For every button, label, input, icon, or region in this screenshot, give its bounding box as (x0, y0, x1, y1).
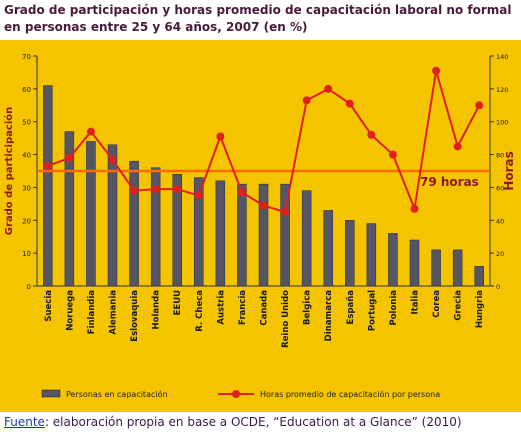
x-tick-label: Polonia (389, 290, 399, 326)
line-point (432, 66, 441, 75)
line-point (173, 185, 182, 194)
y2-tick-label: 80 (496, 152, 504, 160)
y2-tick-label: 0 (496, 283, 500, 291)
x-tick-label: Noruega (65, 290, 75, 331)
line-point (108, 155, 117, 164)
source-text: : elaboración propia en base a OCDE, “Ed… (44, 415, 462, 429)
x-tick-label: Italia (411, 290, 421, 315)
x-tick-label: España (346, 290, 356, 325)
bar (431, 249, 441, 287)
y-tick-label: 30 (22, 184, 31, 192)
y-tick-label: 40 (22, 152, 31, 160)
y-axis-title: Grado de participación (3, 107, 15, 235)
y2-tick-label: 100 (496, 119, 508, 127)
bar (366, 223, 377, 287)
bar (237, 183, 247, 287)
line-point (65, 153, 74, 162)
x-tick-label: EEUU (173, 290, 183, 316)
line-point (302, 96, 311, 105)
x-tick-label: Belgica (303, 290, 313, 325)
x-tick-label: Francia (238, 290, 248, 325)
line-point (475, 101, 484, 110)
y-tick-label: 50 (22, 119, 31, 127)
bar (258, 183, 269, 287)
bar (129, 160, 139, 287)
y-tick-label: 20 (22, 217, 31, 225)
line-point (151, 185, 160, 194)
x-tick-label: Eslovaquia (130, 290, 140, 342)
y2-tick-label: 140 (496, 53, 508, 61)
bar (345, 220, 355, 287)
y2-axis-title: Horas (502, 151, 516, 190)
y2-tick-label: 60 (496, 184, 504, 192)
bar (323, 210, 333, 287)
bar (409, 239, 420, 287)
x-tick-label: Canada (260, 290, 270, 326)
line-point (388, 150, 397, 159)
line-point (259, 201, 268, 210)
line-point (86, 127, 95, 136)
x-tick-label: Grecia (454, 290, 464, 321)
y2-tick-label: 20 (496, 250, 504, 258)
line-point (43, 162, 52, 171)
x-tick-label: Dinamarca (324, 290, 334, 342)
x-tick-label: Portugal (367, 290, 377, 331)
bar (452, 249, 463, 287)
y2-tick-label: 40 (496, 217, 504, 225)
y-tick-label: 0 (27, 283, 31, 291)
reference-label: 79 horas (420, 175, 479, 189)
legend-label-line: Horas promedio de capacitación por perso… (260, 389, 440, 399)
bar (280, 183, 290, 287)
line-point (410, 204, 419, 213)
y-tick-label: 10 (22, 250, 31, 258)
x-tick-label: Corea (432, 290, 442, 318)
bar (43, 85, 53, 287)
bar (474, 266, 484, 287)
chart-svg: 0 10 20 30 40 50 60 70 0 20 40 60 80 100 120 140 Grado d… (3, 53, 516, 399)
x-tick-label: Suecia (44, 290, 54, 322)
line-point (453, 142, 462, 151)
bar (388, 233, 398, 287)
x-tick-label: Austria (216, 290, 226, 325)
y-tick-label: 60 (22, 86, 31, 94)
line-point (345, 99, 354, 108)
bar (86, 141, 96, 287)
bar (107, 144, 118, 287)
y-tick-label: 70 (22, 53, 31, 61)
line-point (130, 186, 139, 195)
x-tick-label: Alemania (109, 290, 119, 335)
legend-swatch-marker (232, 390, 240, 398)
line-point (194, 191, 203, 200)
x-tick-label: R. Checa (195, 290, 205, 332)
line-point (324, 84, 333, 93)
line-point (367, 130, 376, 139)
y2-tick-label: 120 (496, 86, 508, 94)
legend-label-bars: Personas en capacitación (66, 389, 168, 399)
bar (172, 174, 182, 287)
chart-title: Grado de participación y horas promedio … (4, 3, 512, 34)
x-tick-label: Hungria (475, 290, 485, 328)
line-point (237, 188, 246, 197)
bar (301, 190, 312, 287)
bar (215, 180, 226, 287)
legend-swatch-bars (41, 389, 61, 398)
line-point (216, 132, 225, 141)
x-tick-label: Holanda (152, 290, 162, 330)
bar (64, 131, 75, 287)
bar (194, 177, 204, 287)
source-label: Fuente (4, 415, 45, 429)
bar (150, 167, 161, 287)
x-tick-label: Finlandia (87, 290, 97, 334)
x-tick-label: Reino Unido (281, 290, 291, 348)
source-note: Fuente: elaboración propia en base a OCD… (4, 415, 462, 429)
line-point (281, 208, 290, 217)
